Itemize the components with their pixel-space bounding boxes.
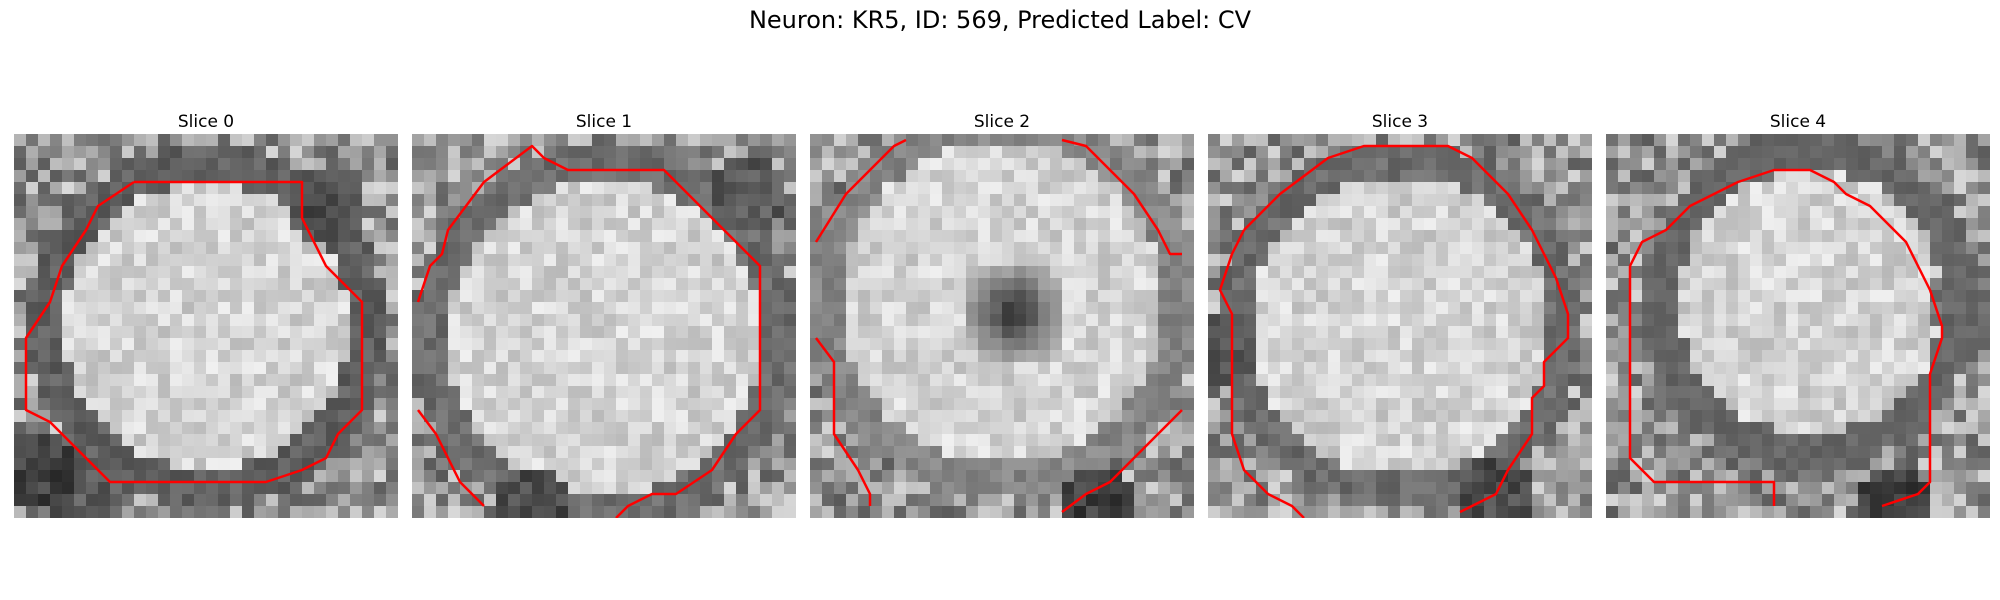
contour-line: [417, 409, 485, 507]
contour-line: [1061, 138, 1182, 256]
slice-image-3: [1208, 134, 1592, 518]
slice-title-2: Slice 2: [973, 112, 1031, 132]
slice-image-0: [14, 134, 398, 518]
contour-line: [814, 138, 907, 243]
slice-image-2: [810, 134, 1194, 518]
slice-title-4: Slice 4: [1769, 112, 1827, 132]
contour-line: [815, 337, 872, 506]
contour-line: [1628, 266, 1776, 506]
contour-line: [416, 144, 762, 518]
contour-line: [1243, 144, 1570, 514]
contour-line: [1628, 168, 1944, 508]
slice-image-4: [1606, 134, 1990, 518]
slice-image-1: [412, 134, 796, 518]
contour-line: [1061, 409, 1183, 513]
contour-line: [1218, 229, 1305, 518]
slice-panel-1: Slice 1: [412, 110, 796, 518]
slice-panel-3: Slice 3: [1208, 110, 1592, 518]
slice-panel-0: Slice 0: [14, 110, 398, 518]
slice-panel-2: Slice 2: [810, 110, 1194, 518]
slice-title-1: Slice 1: [575, 112, 633, 132]
slice-title-0: Slice 0: [177, 112, 235, 132]
contour-line: [24, 180, 364, 484]
slice-panel-4: Slice 4: [1606, 110, 1990, 518]
figure-title: Neuron: KR5, ID: 569, Predicted Label: C…: [748, 6, 1252, 34]
slice-title-3: Slice 3: [1371, 112, 1429, 132]
